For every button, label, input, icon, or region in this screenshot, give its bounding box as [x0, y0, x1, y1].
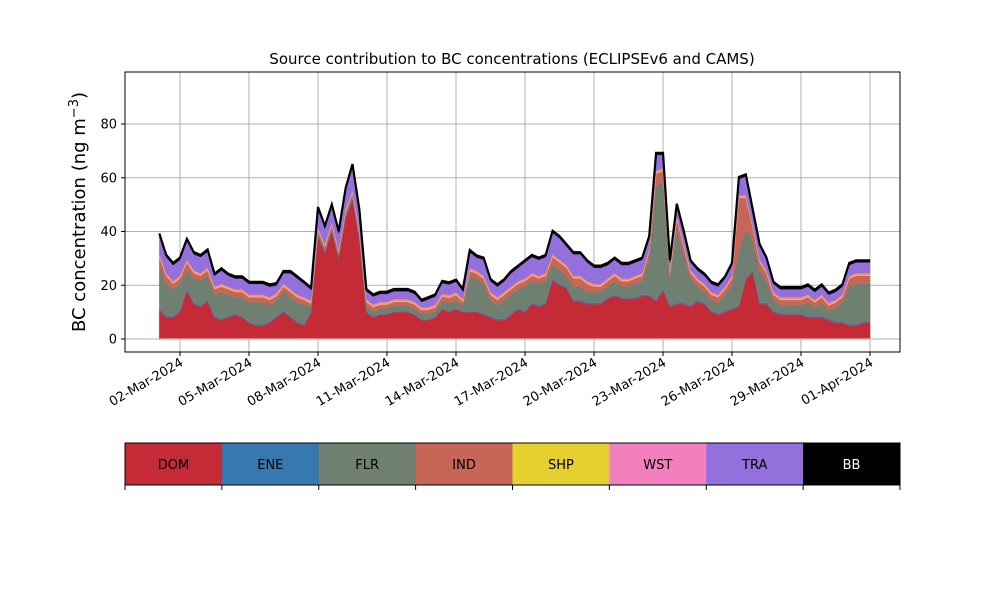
legend-colorbar: DOM ENE FLR IND SHP WST TRA BB [124, 442, 901, 490]
legend-label: FLR [355, 458, 379, 473]
y-axis-label-exponent: −3 [67, 99, 82, 118]
legend-entry-shp: SHP [512, 443, 610, 485]
legend-entry-wst: WST [609, 443, 707, 485]
legend-label: BB [843, 458, 861, 473]
stacked-areas [158, 152, 871, 340]
y-tick-label: 0 [109, 333, 117, 348]
y-axis-label-close: ) [69, 92, 90, 99]
legend-label: DOM [158, 458, 189, 473]
y-tick-label: 20 [100, 279, 117, 294]
legend-swatch [415, 443, 513, 485]
legend-entry-bb: BB [803, 443, 901, 485]
legend-entry-tra: TRA [706, 443, 804, 485]
y-axis-label: BC concentration (ng m−3) [67, 92, 90, 332]
plot-frame [124, 71, 901, 353]
legend-swatch [125, 443, 223, 485]
legend-swatch [221, 443, 320, 485]
y-axis-label-main: BC concentration (ng m [69, 118, 90, 332]
legend-label: SHP [548, 458, 574, 473]
legend-entry-ind: IND [415, 443, 513, 485]
legend-label: ENE [257, 458, 283, 473]
legend-entry-dom: DOM [125, 443, 223, 485]
legend-label: WST [643, 458, 672, 473]
legend-swatch [318, 443, 417, 485]
chart-title: Source contribution to BC concentrations… [269, 50, 754, 68]
total-concentration-line [158, 151, 870, 302]
legend-entry-flr: FLR [318, 443, 417, 485]
y-axis-ticks: 0 20 40 60 80 [100, 118, 125, 348]
legend-label: TRA [741, 458, 767, 473]
legend-swatch [706, 443, 804, 485]
y-tick-label: 80 [100, 118, 117, 133]
legend-swatch [803, 443, 901, 485]
legend-swatch [512, 443, 610, 485]
legend-entry-ene: ENE [221, 443, 320, 485]
legend-label: IND [452, 458, 476, 473]
y-tick-label: 40 [100, 225, 117, 240]
y-tick-label: 60 [100, 171, 117, 186]
legend-swatch [609, 443, 707, 485]
